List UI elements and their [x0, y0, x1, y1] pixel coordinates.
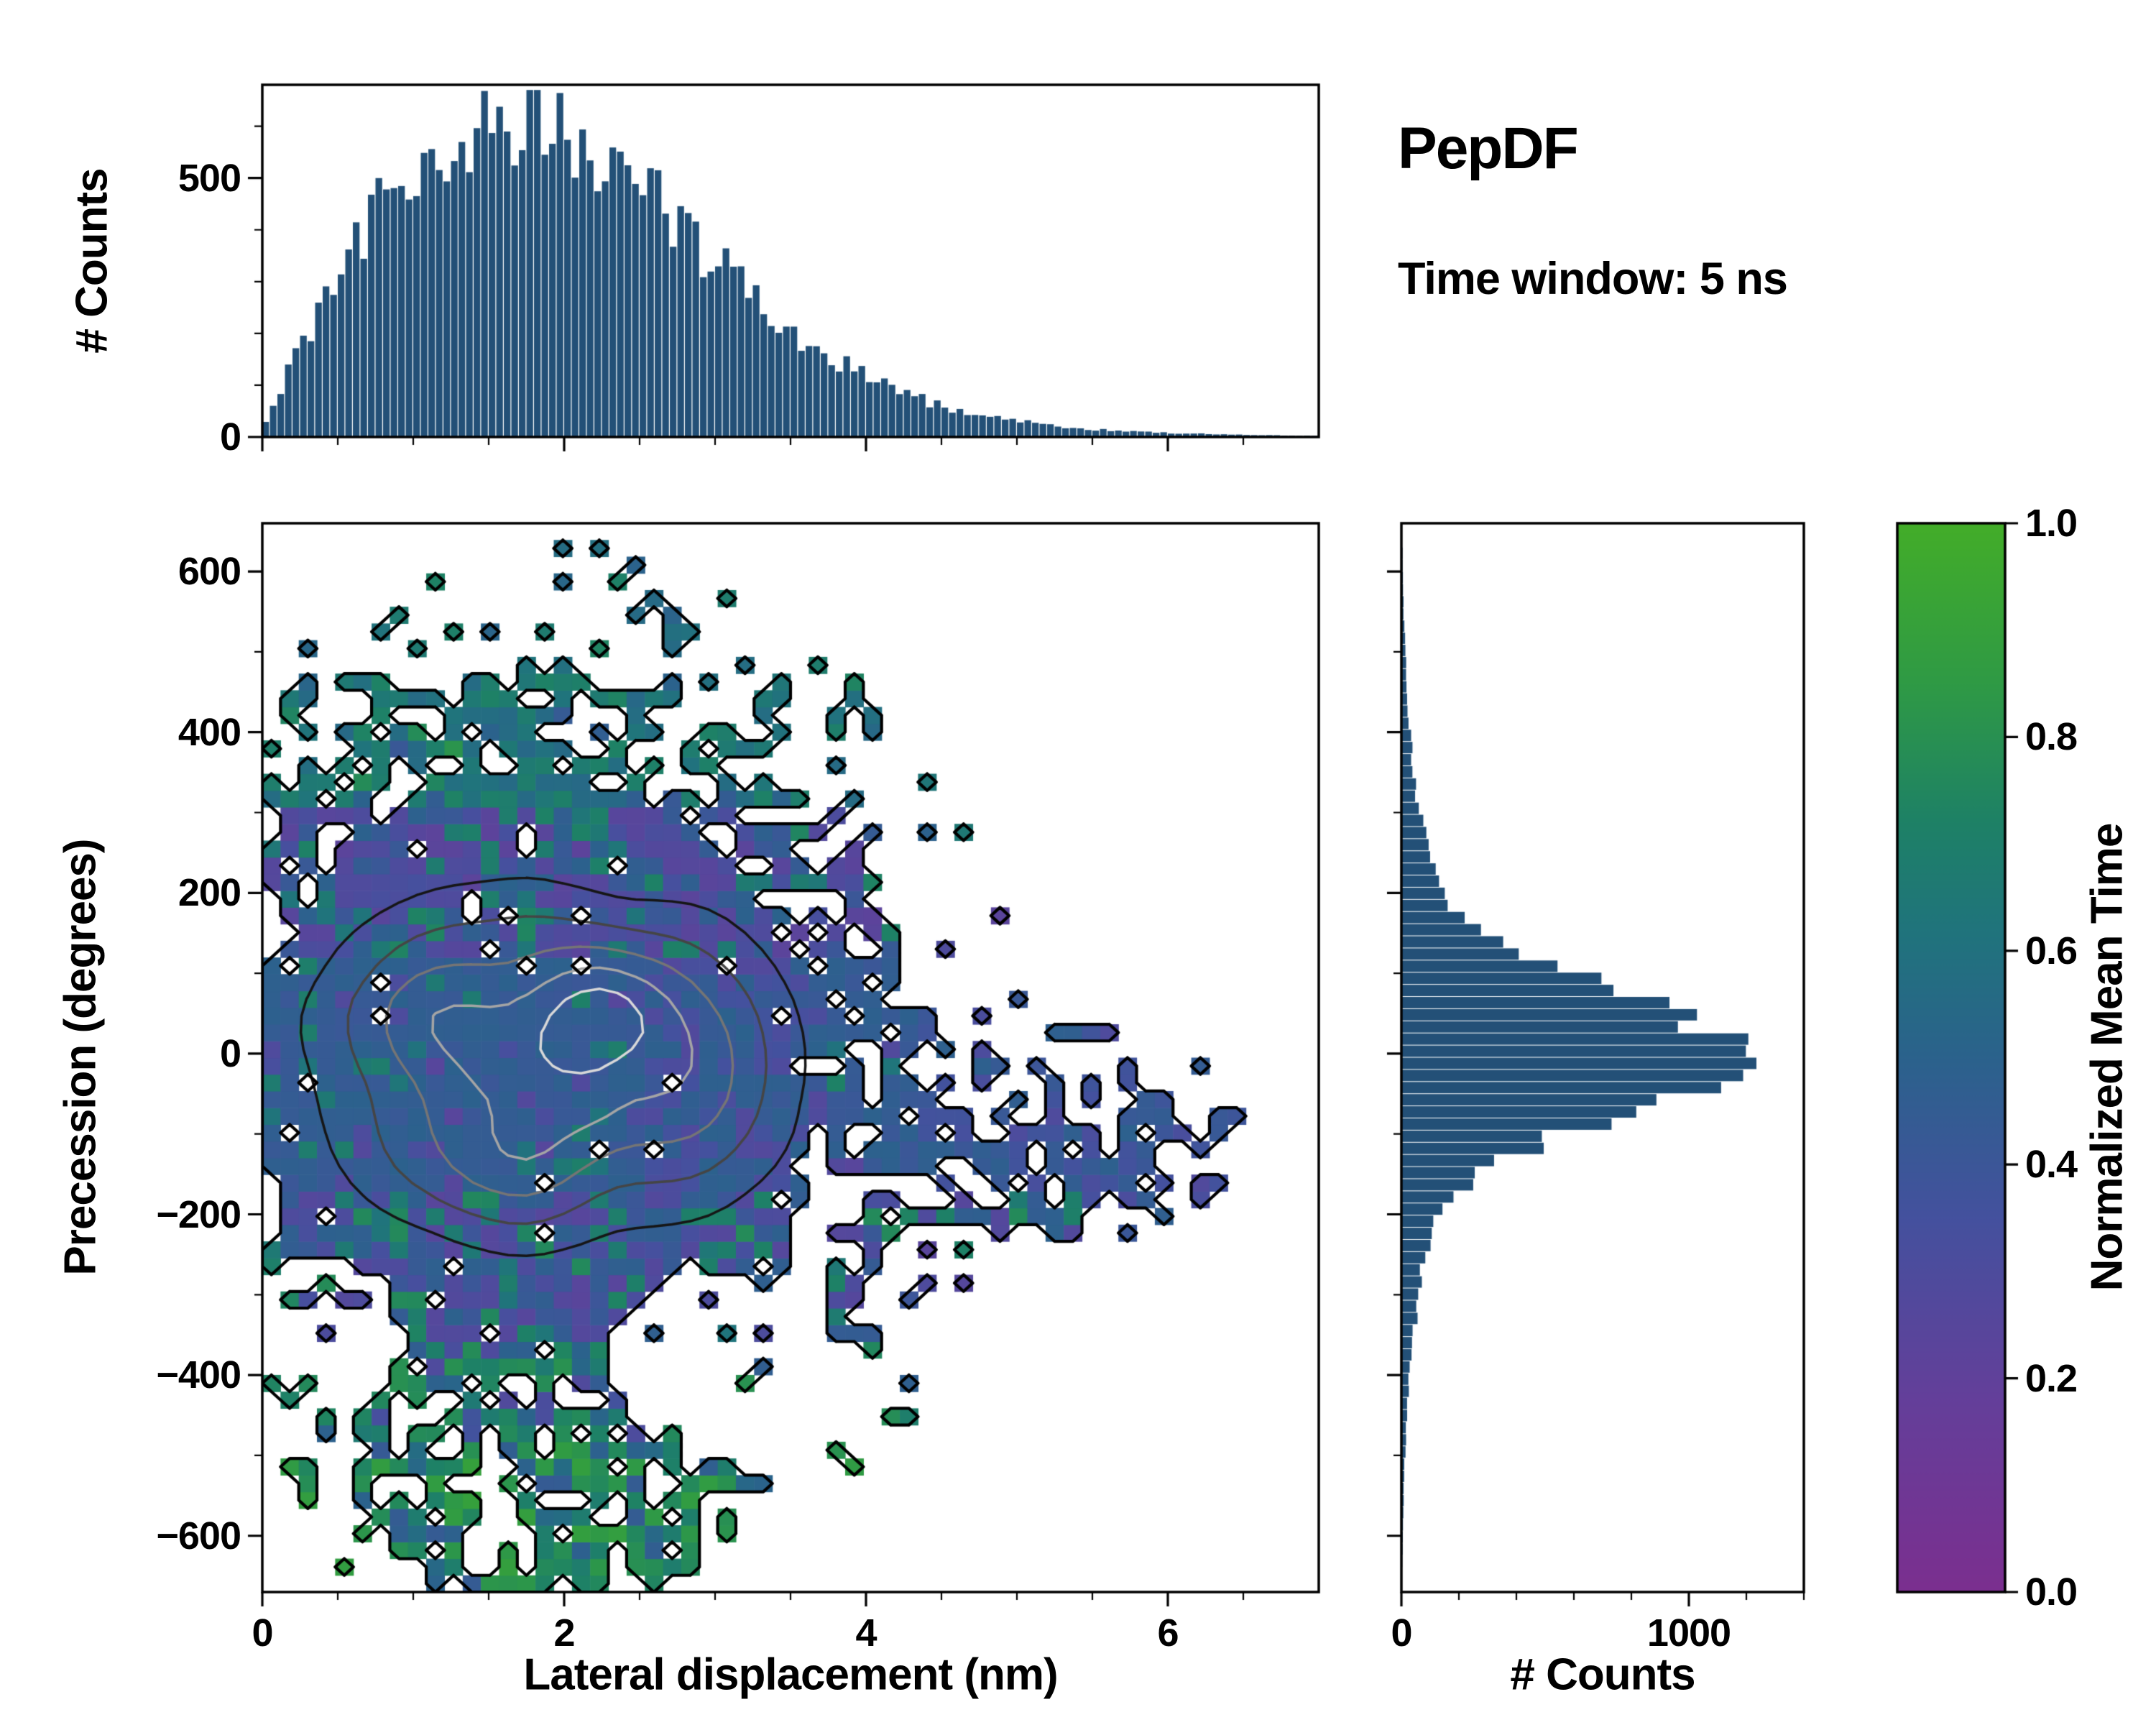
right-histogram-area: [1401, 523, 1804, 1592]
heatmap-area: [262, 523, 1319, 1592]
colorbar-area: [1897, 523, 2005, 1592]
top-histogram-area: [262, 85, 1319, 437]
